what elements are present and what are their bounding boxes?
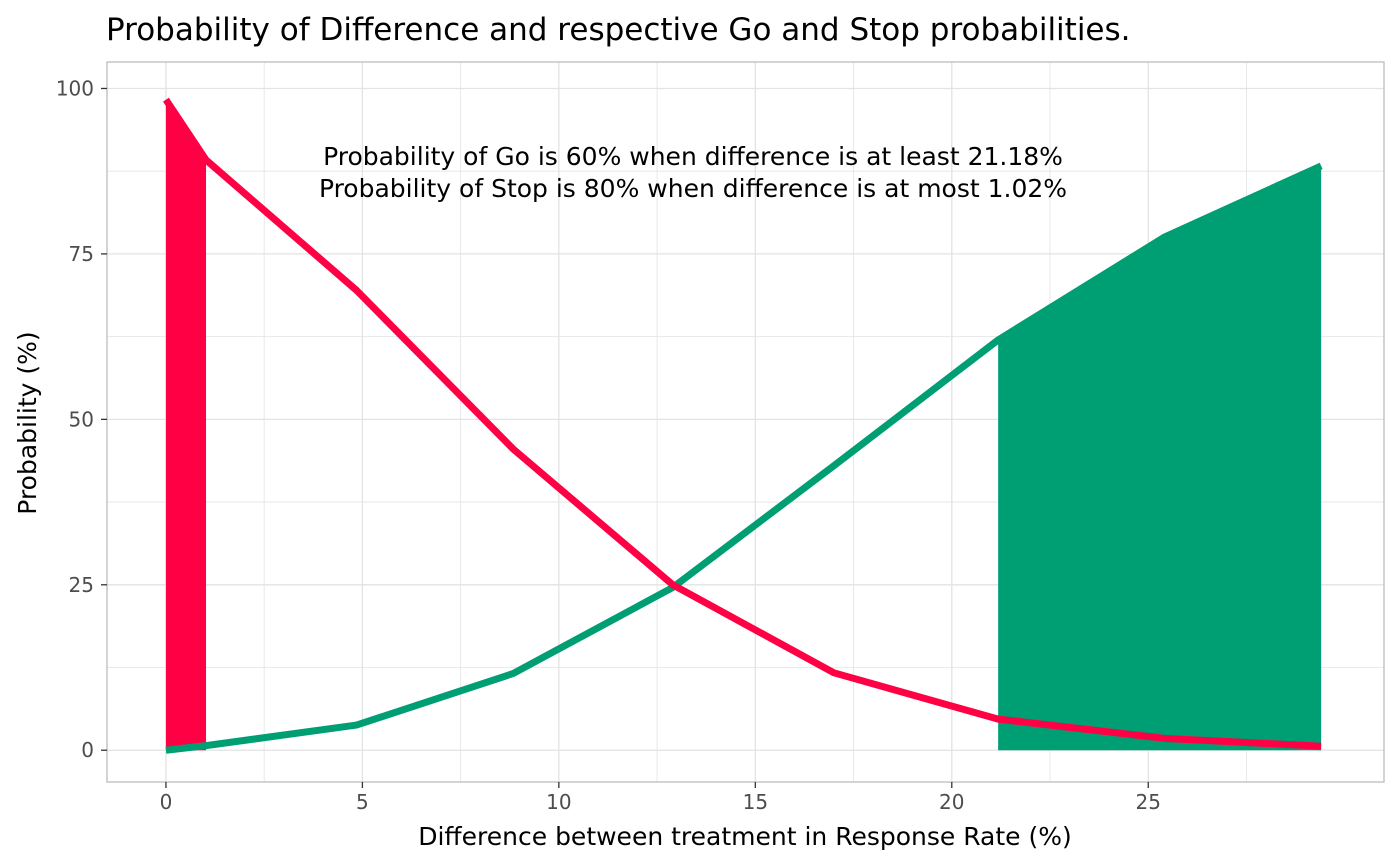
stop-shaded-area xyxy=(165,99,207,751)
x-axis-ticks: 0 5 10 15 20 25 xyxy=(160,782,1161,814)
y-tick-label: 50 xyxy=(69,407,94,431)
x-axis-title: Difference between treatment in Response… xyxy=(418,822,1072,851)
x-tick-label: 10 xyxy=(546,790,571,814)
series-line-layer xyxy=(163,97,1323,754)
y-axis-ticks: 0 25 50 75 100 xyxy=(56,76,107,762)
y-axis-title: Probability (%) xyxy=(13,331,42,514)
y-tick-label: 0 xyxy=(81,738,94,762)
panel-border xyxy=(106,61,1385,783)
stop-series-line xyxy=(163,97,1322,750)
x-tick-label: 20 xyxy=(939,790,964,814)
x-tick-label: 5 xyxy=(356,790,369,814)
y-tick-label: 25 xyxy=(69,573,94,597)
y-tick-label: 100 xyxy=(56,76,94,100)
x-tick-label: 15 xyxy=(743,790,768,814)
chart-title: Probability of Difference and respective… xyxy=(106,12,1131,48)
x-tick-label: 25 xyxy=(1136,790,1161,814)
go-shaded-area xyxy=(998,165,1322,751)
annotation-go: Probability of Go is 60% when difference… xyxy=(323,142,1063,171)
shaded-area-layer xyxy=(165,99,1322,751)
annotation-stop: Probability of Stop is 80% when differen… xyxy=(319,174,1067,203)
y-tick-label: 75 xyxy=(69,242,94,266)
x-tick-label: 0 xyxy=(160,790,173,814)
